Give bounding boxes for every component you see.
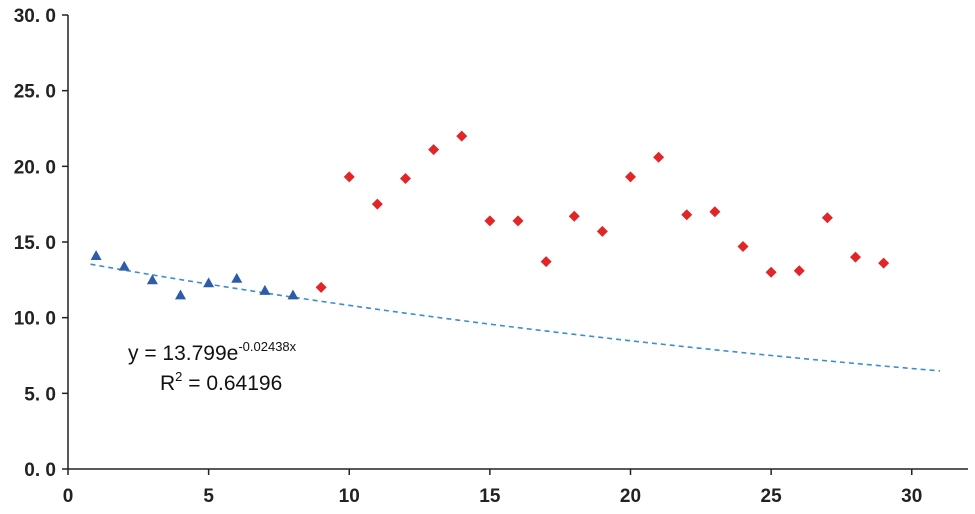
r-squared-line: R2 = 0.64196 <box>160 369 282 395</box>
diamond-point <box>596 225 608 237</box>
diamond-point <box>315 281 327 293</box>
y-tick-label: 0. 0 <box>24 460 56 481</box>
data-points <box>90 130 890 300</box>
diamond-point <box>512 215 524 227</box>
x-tick-label: 20 <box>620 486 641 507</box>
y-axis-ticks: 0. 0 5. 0 10. 0 15. 0 20. 0 25. 0 30. 0 <box>14 6 68 481</box>
x-tick-label: 25 <box>761 486 783 507</box>
diamond-point <box>681 209 693 221</box>
axes <box>67 15 968 470</box>
r-squared-superscript: 2 <box>175 369 182 384</box>
x-tick-label: 5 <box>203 486 214 507</box>
diamond-point <box>484 215 496 227</box>
diamond-point <box>878 257 890 269</box>
y-tick-label: 15. 0 <box>14 233 56 254</box>
triangle-point <box>146 274 158 285</box>
x-tick-label: 15 <box>479 486 501 507</box>
diamond-point <box>765 266 777 278</box>
diamond-point <box>653 151 665 163</box>
equation-prefix: y = 13.799e <box>128 342 238 365</box>
diamond-point <box>540 256 552 268</box>
y-tick-label: 10. 0 <box>14 309 56 330</box>
diamond-point <box>568 210 580 222</box>
equation-line: y = 13.799e-0.02438x <box>128 339 297 365</box>
diamond-point <box>343 171 355 183</box>
diamond-point <box>371 198 383 210</box>
diamond-point <box>625 171 636 183</box>
diamond-point <box>737 241 749 253</box>
y-tick-label: 5. 0 <box>24 384 56 405</box>
diamond-point <box>793 265 805 277</box>
triangle-point <box>287 289 299 300</box>
diamond-point <box>456 130 468 142</box>
triangle-point <box>259 284 271 295</box>
r-squared-value: = 0.64196 <box>182 372 282 395</box>
trendline-equation: y = 13.799e-0.02438x R2 = 0.64196 <box>128 339 297 395</box>
triangle-point <box>175 289 186 300</box>
triangle-point <box>90 250 102 261</box>
x-tick-label: 10 <box>339 486 360 507</box>
x-axis-ticks: 0 5 10 15 20 25 30 <box>63 469 922 507</box>
diamond-point <box>821 212 833 224</box>
y-tick-label: 30. 0 <box>14 6 56 27</box>
diamond-point <box>709 206 721 218</box>
diamond-point <box>850 251 861 263</box>
x-tick-label: 30 <box>901 486 922 507</box>
equation-exponent: -0.02438x <box>238 339 296 354</box>
diamond-point <box>428 144 440 156</box>
y-tick-label: 20. 0 <box>14 157 56 178</box>
triangle-point <box>118 260 130 271</box>
triangle-point <box>203 277 215 288</box>
r-squared-label: R <box>160 372 175 395</box>
y-tick-label: 25. 0 <box>14 82 56 103</box>
x-tick-label: 0 <box>63 486 74 507</box>
diamond-point <box>400 172 411 184</box>
triangle-point <box>231 272 243 283</box>
trendline <box>90 263 940 372</box>
